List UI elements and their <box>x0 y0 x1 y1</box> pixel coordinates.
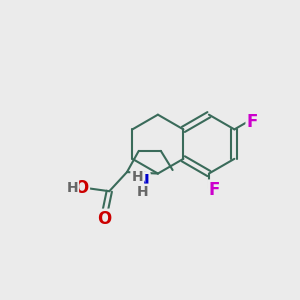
Text: O: O <box>74 179 89 197</box>
Text: O: O <box>97 210 111 228</box>
Text: F: F <box>208 181 220 199</box>
Text: N: N <box>136 173 149 191</box>
Text: H: H <box>131 170 143 184</box>
Text: F: F <box>247 113 258 131</box>
Text: H: H <box>66 181 78 195</box>
Text: H: H <box>136 185 148 199</box>
